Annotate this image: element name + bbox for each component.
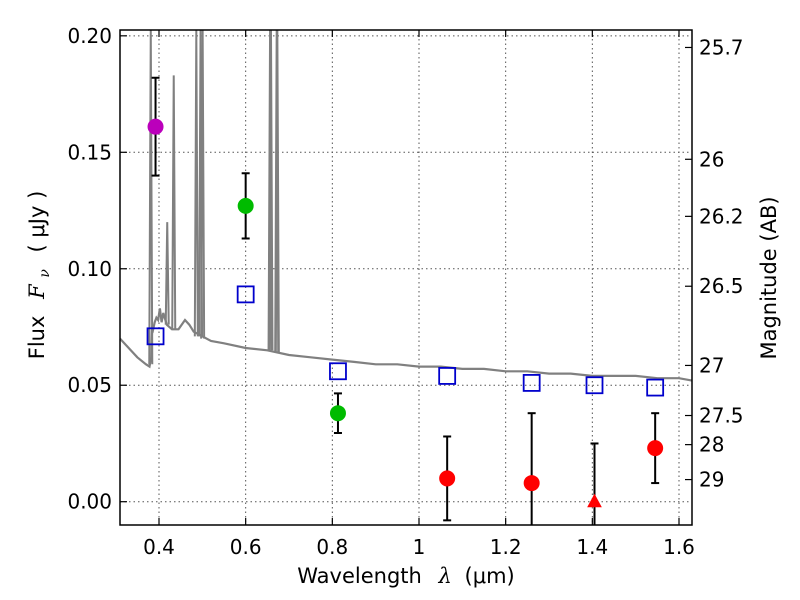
spectrum-emission-line-0 [148,29,154,365]
model-photometry-square-1 [236,285,255,304]
model-spectrum-series [119,29,693,382]
x-tick-label-3: 1 [413,535,426,559]
observed-point-4 [523,475,540,492]
y-axis-label-unit: ( μJy ) [25,191,49,253]
model-photometry-square-5 [585,376,604,395]
y2-axis-label: Magnitude (AB) [757,196,781,359]
model-photometry-square-4 [522,374,541,392]
y2-axis-ticks: 25.7 26 26.2 26.5 27 27.5 28 29 [685,35,744,492]
y-axis-label-symbol: F [25,283,49,300]
y2-tick-label-7: 29 [699,468,724,492]
y-tick-label-2: 0.10 [67,257,112,281]
y-axis-label-subscript: ν [37,269,53,278]
plot-frame [119,29,693,526]
observed-point-5 [587,493,602,508]
x-tick-label-6: 1.6 [663,535,695,559]
spectrum-emission-line-1 [164,222,170,325]
spectrum-emission-line-3 [193,29,199,337]
y2-tick-label-4: 27 [699,353,724,377]
y-tick-label-0: 0.00 [67,490,112,514]
observed-point-3 [439,470,456,487]
observed-point-2 [329,405,346,422]
y-tick-label-1: 0.05 [67,373,112,397]
y-axis-ticks: 0.00 0.05 0.10 0.15 0.20 [67,24,127,514]
model-photometry-square-0 [146,327,165,346]
x-tick-label-1: 0.6 [230,535,262,559]
y2-tick-label-5: 27.5 [699,404,744,428]
observed-point-1 [237,197,254,214]
grid-lines [120,30,692,525]
y-tick-label-4: 0.20 [67,24,112,48]
model-photometry-square-6 [646,378,665,397]
observed-photometry-series [147,76,664,525]
model-photometry-series [146,285,665,397]
x-tick-label-4: 1.2 [490,535,522,559]
y2-tick-label-0: 25.7 [699,35,744,59]
spectrum-continuum-line [119,308,693,382]
y2-tick-label-6: 28 [699,433,724,457]
y2-tick-label-2: 26.2 [699,204,744,228]
y-tick-label-3: 0.15 [67,140,112,164]
x-axis-label-symbol: λ [438,564,452,588]
model-photometry-square-3 [438,367,457,385]
x-tick-label-0: 0.4 [143,535,175,559]
observed-point-6 [647,440,664,457]
x-axis-label-unit: (μm) [465,564,515,588]
y2-tick-label-1: 26 [699,147,724,171]
x-axis-ticks: 0.4 0.6 0.8 1 1.2 1.4 1.6 [143,30,695,559]
x-tick-label-5: 1.4 [576,535,608,559]
observed-point-0 [147,118,164,135]
spectrum-emission-line-2 [171,75,177,330]
y-axis-label: Flux F ν ( μJy ) [25,191,54,360]
model-photometry-square-2 [329,362,347,381]
x-axis-label-text: Wavelength [297,564,422,588]
x-axis-label: Wavelength λ (μm) [297,564,514,588]
x-tick-label-2: 0.8 [316,535,348,559]
y-axis-label-text: Flux [25,316,49,360]
y2-tick-label-3: 26.5 [699,274,744,298]
